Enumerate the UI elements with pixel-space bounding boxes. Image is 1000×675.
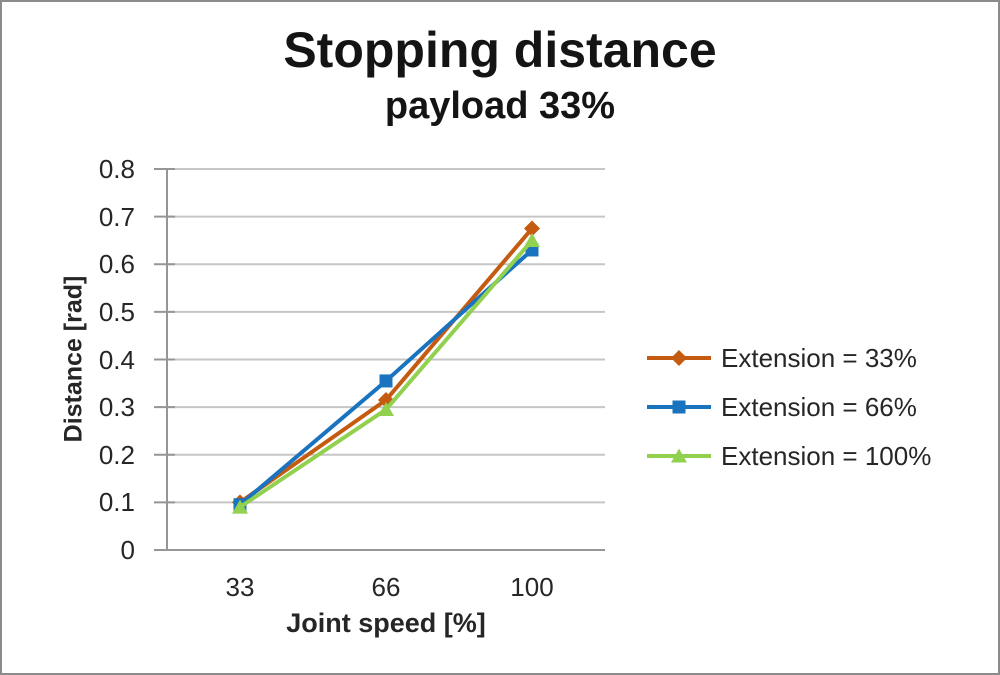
x-tick-label: 66 — [371, 572, 401, 602]
chart-subtitle: payload 33% — [384, 85, 616, 127]
y-tick-label: 0.2 — [98, 439, 135, 470]
x-tick-label: 33 — [225, 572, 255, 602]
y-tick-label: 0.7 — [98, 201, 135, 232]
chart-title: Stopping distance — [283, 22, 717, 78]
y-tick-label: 0.5 — [98, 296, 135, 327]
legend-label: Extension = 100% — [721, 440, 932, 471]
legend-marker-square — [672, 400, 686, 413]
legend-label: Extension = 66% — [721, 391, 917, 422]
series-marker-triangle — [232, 499, 248, 514]
series-marker-triangle — [378, 402, 394, 417]
legend-marker-diamond — [671, 349, 687, 366]
y-tick-label: 0.8 — [98, 154, 135, 184]
x-tick-label: 100 — [510, 572, 554, 602]
y-tick-label: 0.3 — [98, 392, 135, 423]
series-line — [238, 227, 534, 505]
y-tick-label: 0.6 — [98, 249, 135, 280]
legend-item: Extension = 100% — [647, 431, 931, 480]
series-marker-square — [379, 374, 393, 388]
legend-swatch — [647, 400, 711, 413]
legend-label: Extension = 33% — [721, 342, 917, 373]
legend-item: Extension = 66% — [647, 382, 931, 431]
legend-swatch — [647, 448, 711, 462]
series-marker-diamond — [524, 220, 540, 237]
legend-swatch — [647, 349, 711, 366]
y-tick-label: 0 — [120, 535, 135, 565]
y-tick-label: 0.4 — [98, 344, 135, 375]
legend-marker-triangle — [671, 448, 687, 462]
x-axis-title: Joint speed [%] — [286, 608, 486, 638]
legend-item: Extension = 33% — [647, 333, 931, 382]
legend: Extension = 33% Extension = 66% Extension … — [647, 333, 931, 480]
y-tick-label: 0.1 — [98, 487, 135, 518]
series-marker-triangle — [524, 232, 540, 247]
